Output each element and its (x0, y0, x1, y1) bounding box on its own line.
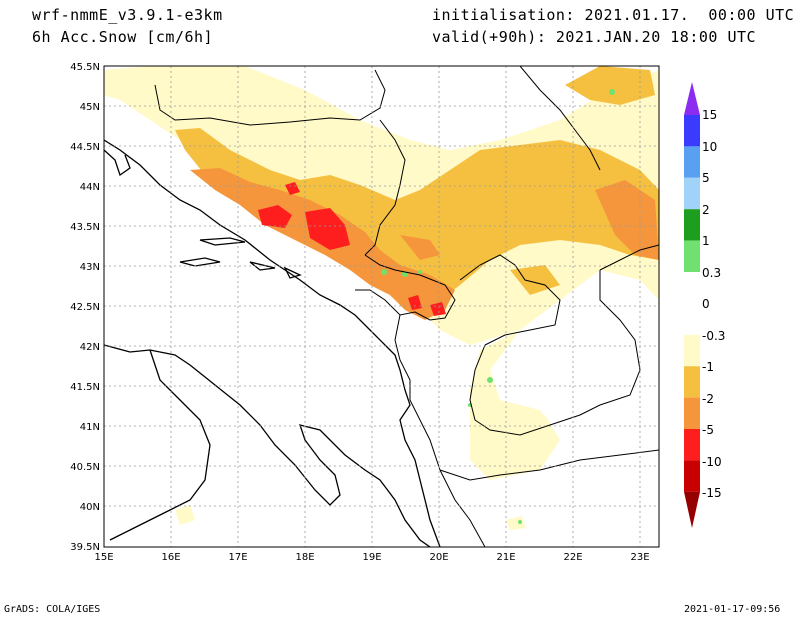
colorbar-label: -10 (702, 455, 722, 469)
lon-label: 23E (630, 552, 649, 563)
colorbar-swatch (684, 334, 700, 367)
colorbar-swatch (684, 209, 700, 241)
lat-label: 39.5N (70, 542, 100, 553)
border-albania (394, 314, 486, 547)
adriatic-east-coast (104, 139, 441, 547)
colorbar-label: -0.3 (702, 329, 725, 343)
colorbar-swatch (684, 303, 700, 335)
lon-label: 15E (94, 552, 113, 563)
colorbar-label: 1 (702, 234, 710, 248)
snow-red-core (258, 205, 292, 228)
snow-light-patch (175, 505, 195, 525)
colorbar-label: 0 (702, 297, 710, 311)
colorbar-swatch (684, 272, 700, 304)
colorbar-label: 2 (702, 203, 710, 217)
lon-label: 16E (161, 552, 180, 563)
colorbar-label: 0.3 (702, 266, 721, 280)
lat-label: 40N (80, 502, 100, 513)
snow-orange-patch (595, 180, 659, 260)
green-spot (518, 520, 522, 524)
lon-axis: 15E 16E 17E 18E 19E 20E 21E 22E 23E (94, 552, 649, 563)
snow-red-core (285, 182, 300, 195)
colorbar-label: -1 (702, 360, 714, 374)
border-macedonia (469, 270, 641, 436)
plot-frame (103, 65, 660, 548)
green-spot (381, 269, 387, 275)
border-croatia-bosnia (154, 69, 386, 126)
lon-label: 21E (496, 552, 515, 563)
lon-label: 18E (295, 552, 314, 563)
colorbar-label: 10 (702, 140, 717, 154)
border-romania (519, 66, 601, 171)
lat-label: 42N (80, 342, 100, 353)
lat-label: 45N (80, 102, 100, 113)
colorbar-label: 15 (702, 108, 717, 122)
istria (104, 149, 131, 177)
snow-red-core (430, 302, 446, 316)
variable-title: 6h Acc.Snow [cm/6h] (32, 28, 214, 46)
islands (179, 237, 302, 279)
border-bulgaria (599, 244, 659, 271)
lon-label: 22E (563, 552, 582, 563)
border-bosnia-serbia (364, 119, 406, 256)
lat-label: 43N (80, 262, 100, 273)
colorbar-swatch (684, 146, 700, 178)
lat-label: 41N (80, 422, 100, 433)
green-spot (418, 270, 422, 274)
green-spot (487, 377, 493, 383)
lat-label: 40.5N (70, 462, 100, 473)
italy-heel (109, 349, 211, 541)
snow-light-patch (506, 516, 526, 530)
border-montenegro (355, 254, 456, 321)
border-serbia-kosovo (459, 254, 561, 346)
green-spot (609, 89, 615, 95)
colorbar-top-arrow (684, 82, 700, 115)
colorbar-label: -15 (702, 486, 722, 500)
footer-timestamp: 2021-01-17-09:56 (684, 604, 781, 615)
colorbar-labels: 15 10 5 2 1 0.3 0 -0.3 -1 -2 -5 -10 -15 (702, 108, 725, 500)
lat-label: 42.5N (70, 302, 100, 313)
init-time: initialisation: 2021.01.17. 00:00 UTC (432, 6, 795, 24)
colorbar-swatch (684, 240, 700, 272)
colorbar-bottom-arrow (684, 491, 700, 528)
lat-axis: 45.5N 45N 44.5N 44N 43.5N 43N 42.5N 42N … (70, 62, 100, 553)
footer-credit: GrADS: COLA/IGES (4, 604, 101, 615)
colorbar-swatch (684, 115, 700, 147)
colorbar-swatch (684, 429, 700, 461)
valid-time: valid(+90h): 2021.JAN.20 18:00 UTC (432, 28, 757, 46)
colorbar-label: 5 (702, 171, 710, 185)
snow-yellow-patch (565, 66, 655, 105)
colorbar-swatch (684, 366, 700, 398)
colorbar-swatch (684, 460, 700, 492)
snow-orange-patch (400, 235, 440, 260)
lat-label: 45.5N (70, 62, 100, 73)
colorbar (684, 82, 700, 528)
italy-coast (104, 344, 431, 547)
lat-label: 44N (80, 182, 100, 193)
snow-red-core (408, 295, 422, 310)
borders (154, 66, 659, 547)
lon-label: 20E (429, 552, 448, 563)
colorbar-swatch (684, 397, 700, 429)
lat-label: 44.5N (70, 142, 100, 153)
lat-label: 41.5N (70, 382, 100, 393)
colorbar-label: -2 (702, 392, 714, 406)
lon-label: 19E (362, 552, 381, 563)
border-greece (439, 449, 659, 481)
snow-red-core (305, 208, 350, 250)
lat-label: 43.5N (70, 222, 100, 233)
colorbar-label: -5 (702, 423, 714, 437)
model-title: wrf-nmmE_v3.9.1-e3km (32, 6, 223, 24)
graticule (104, 66, 659, 547)
colorbar-swatch (684, 177, 700, 210)
coastlines (104, 139, 441, 547)
lon-label: 17E (228, 552, 247, 563)
snow-yellow-region (175, 128, 659, 305)
